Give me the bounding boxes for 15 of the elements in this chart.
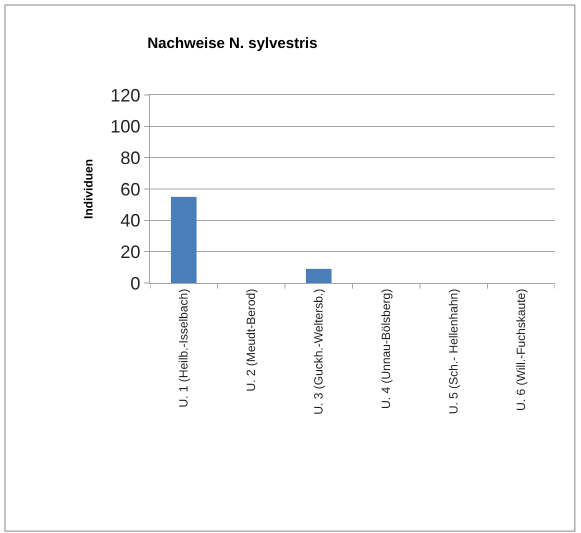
y-tick-label: 120 [110, 85, 140, 106]
x-tick-label: U. 1 (Heilb.-Isselbach) [176, 288, 191, 408]
x-tick-label: U. 3 (Guckh.-Weltersb.) [312, 288, 326, 415]
x-tick-label: U. 6 (Will.-Fuchskaute) [514, 288, 528, 411]
x-tick-label: U. 2 (Meudt-Berod) [244, 288, 258, 392]
y-tick-label: 0 [130, 273, 140, 294]
x-tick-label: U. 5 (Sch.- Hellenhahn) [446, 288, 461, 414]
x-tick-label: U. 4 (Unnau-Bölsberg) [379, 288, 394, 409]
chart-title: Nachweise N. sylvestris [147, 34, 318, 52]
y-axis-title: Individuen [82, 159, 96, 219]
y-tick-label: 100 [110, 116, 140, 137]
y-tick-label: 40 [120, 210, 140, 231]
y-tick-label: 20 [120, 242, 140, 262]
y-tick-label: 60 [120, 179, 140, 200]
y-tick-label: 80 [120, 148, 140, 168]
